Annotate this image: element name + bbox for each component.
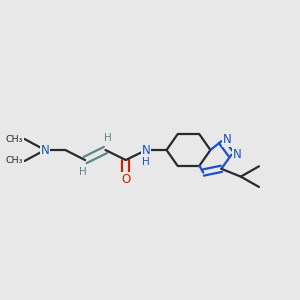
Text: N: N <box>223 133 231 146</box>
Text: H: H <box>79 167 86 177</box>
Text: CH₃: CH₃ <box>5 157 23 166</box>
Text: N: N <box>142 143 151 157</box>
Text: N: N <box>233 148 242 161</box>
Text: N: N <box>40 143 49 157</box>
Text: H: H <box>104 133 112 143</box>
Text: H: H <box>142 157 150 167</box>
Text: CH₃: CH₃ <box>5 134 23 143</box>
Text: O: O <box>121 173 130 186</box>
